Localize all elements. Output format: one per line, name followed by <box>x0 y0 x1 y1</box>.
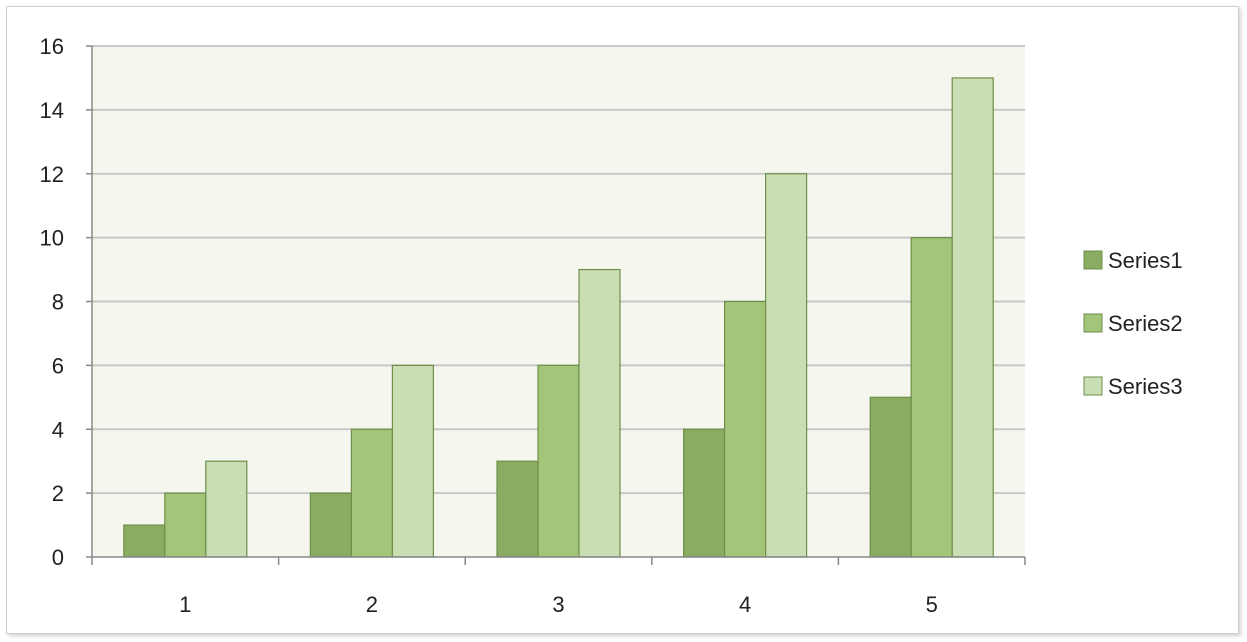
bar-series3-4 <box>764 173 808 558</box>
legend: Series1 Series2 Series3 <box>1083 248 1183 399</box>
bar-series2-1 <box>164 492 207 558</box>
x-tick-label: 2 <box>366 592 378 617</box>
bar-series3-1 <box>205 460 248 558</box>
bars <box>123 77 994 558</box>
y-tick-labels: 0 2 4 6 8 10 12 14 16 <box>40 34 64 570</box>
legend-label-series1: Series1 <box>1108 248 1183 273</box>
legend-swatch-series1 <box>1083 250 1103 270</box>
x-tick-label: 1 <box>179 592 191 617</box>
y-tick-label: 2 <box>52 481 64 506</box>
bar-series3-3 <box>578 268 621 558</box>
legend-label-series3: Series3 <box>1108 374 1183 399</box>
bar-series2-5 <box>910 237 953 558</box>
y-tick-label: 0 <box>52 545 64 570</box>
legend-swatch-series2 <box>1083 313 1103 333</box>
y-tick-label: 6 <box>52 353 64 378</box>
y-tick-label: 16 <box>40 34 64 59</box>
legend-swatch-series3 <box>1083 376 1103 396</box>
legend-label-series2: Series2 <box>1108 311 1183 336</box>
bar-series3-5 <box>951 77 994 558</box>
axes <box>91 46 1026 565</box>
bar-series1-1 <box>123 524 166 558</box>
x-tick-labels: 1 2 3 4 5 <box>179 592 938 617</box>
x-tick-label: 3 <box>552 592 564 617</box>
y-tick-label: 4 <box>52 417 64 442</box>
bar-series2-3 <box>537 364 580 558</box>
y-tick-label: 10 <box>40 226 64 251</box>
bar-series3-2 <box>391 364 434 558</box>
bar-series1-4 <box>682 428 726 558</box>
bar-series1-5 <box>869 396 912 558</box>
bar-series1-3 <box>496 460 539 558</box>
x-tick-label: 4 <box>739 592 751 617</box>
y-tick-label: 8 <box>52 290 64 315</box>
bar-series1-2 <box>309 492 352 558</box>
y-tick-label: 14 <box>40 98 64 123</box>
bar-series2-2 <box>350 428 393 558</box>
y-tick-label: 12 <box>40 162 64 187</box>
bar-series2-4 <box>723 300 767 558</box>
x-tick-label: 5 <box>926 592 938 617</box>
